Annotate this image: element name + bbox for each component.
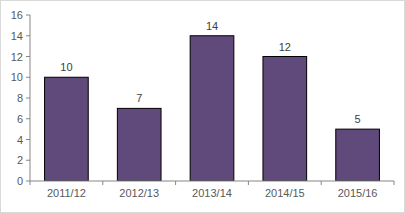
bar xyxy=(336,129,380,181)
x-tick-label: 2014/15 xyxy=(265,187,305,199)
y-tick-label: 0 xyxy=(17,175,23,187)
y-tick-label: 4 xyxy=(17,134,23,146)
x-tick xyxy=(248,181,249,185)
y-tick-label: 6 xyxy=(17,113,23,125)
bars xyxy=(45,36,380,181)
bar xyxy=(263,57,307,182)
data-label: 10 xyxy=(60,61,72,73)
data-label: 12 xyxy=(279,41,291,53)
x-tick-label: 2015/16 xyxy=(338,187,378,199)
data-label: 5 xyxy=(355,113,361,125)
bar xyxy=(117,108,161,181)
y-tick-label: 8 xyxy=(17,92,23,104)
y-tick-label: 2 xyxy=(17,154,23,166)
chart-border xyxy=(1,1,405,213)
x-tick xyxy=(394,181,395,185)
y-axis xyxy=(30,15,31,181)
x-tick-label: 2013/14 xyxy=(192,187,232,199)
y-tick xyxy=(26,56,30,57)
y-tick xyxy=(26,77,30,78)
x-tick xyxy=(175,181,176,185)
y-tick xyxy=(26,15,30,16)
x-axis xyxy=(30,181,394,182)
y-tick-label: 14 xyxy=(11,30,23,42)
y-tick-label: 16 xyxy=(11,9,23,21)
y-tick xyxy=(26,35,30,36)
bar xyxy=(45,77,89,181)
y-tick-label: 12 xyxy=(11,51,23,63)
bar xyxy=(190,36,234,181)
x-tick xyxy=(102,181,103,185)
y-tick xyxy=(26,98,30,99)
data-label: 14 xyxy=(206,20,218,32)
data-label: 7 xyxy=(136,92,142,104)
x-tick-label: 2012/13 xyxy=(119,187,159,199)
chart: 0 2 4 6 8 10 12 14 16 2011/12 2012/13 2013/14 2014/1… xyxy=(0,0,405,213)
y-tick xyxy=(26,160,30,161)
x-tick xyxy=(321,181,322,185)
x-tick xyxy=(30,181,31,185)
y-tick-label: 10 xyxy=(11,71,23,83)
x-tick-label: 2011/12 xyxy=(47,187,86,199)
y-tick xyxy=(26,139,30,140)
y-tick xyxy=(26,181,30,182)
y-tick xyxy=(26,118,30,119)
